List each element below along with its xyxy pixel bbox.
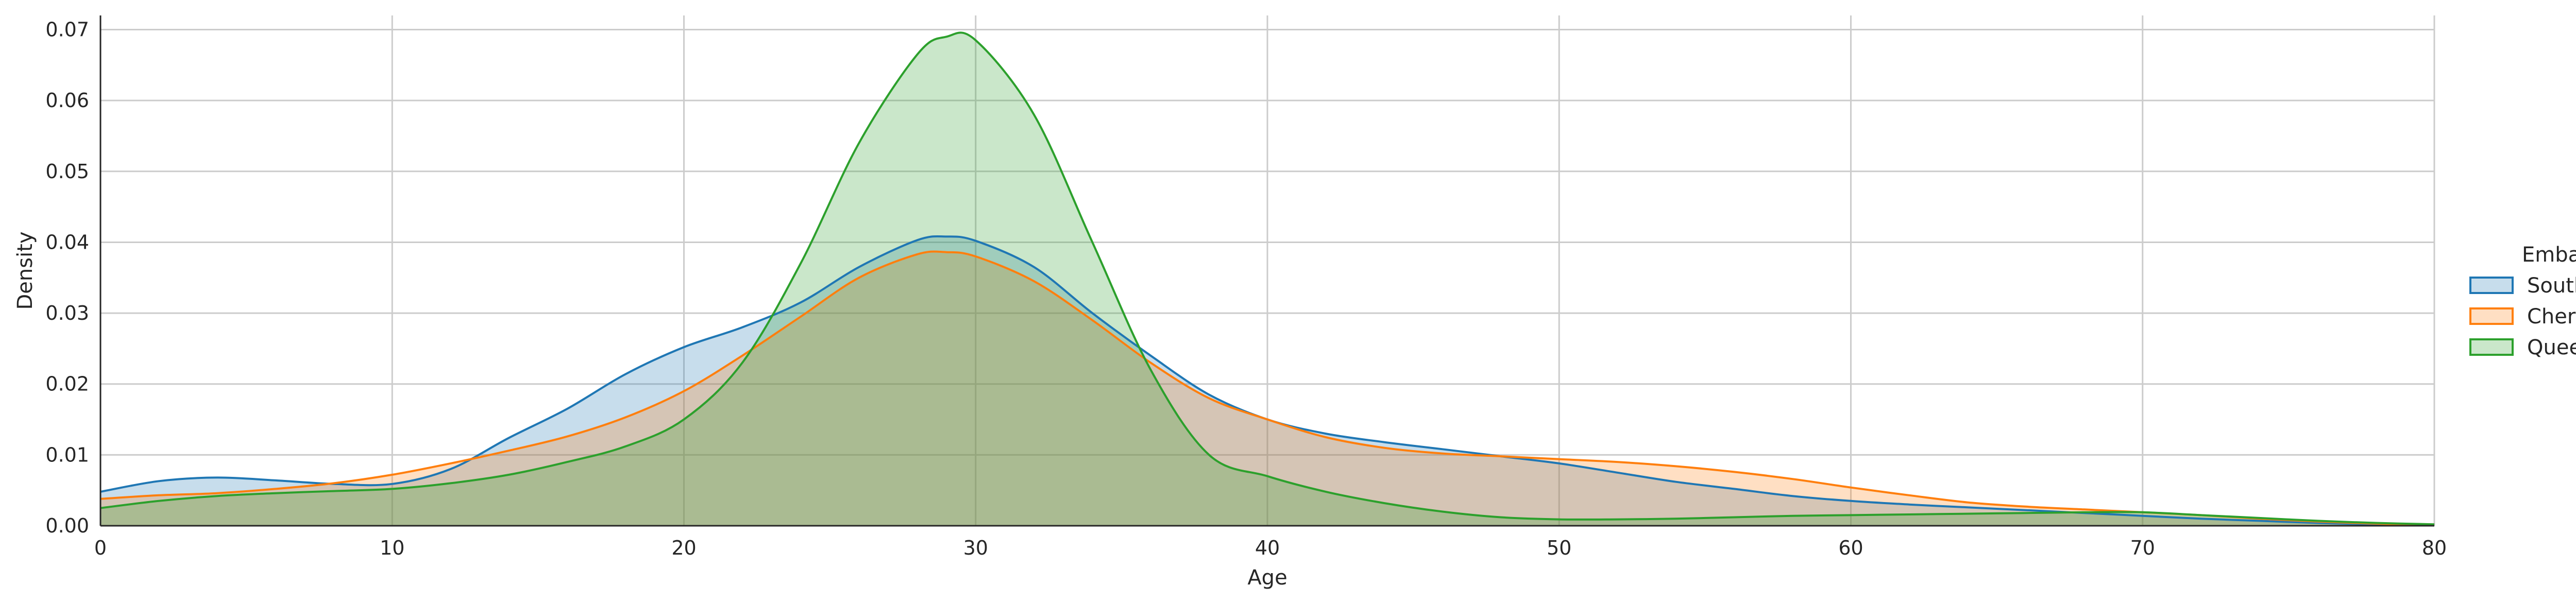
y-tick-label: 0.02 [45,373,89,395]
area-cherbourg [100,251,2434,526]
y-tick-label: 0.06 [45,89,89,112]
y-tick-label: 0.03 [45,302,89,324]
x-tick-label: 70 [2130,537,2155,559]
line-queenstown [100,31,2435,526]
density-lines [100,31,2435,526]
legend-label-southhampton: Southhampton [2527,274,2576,298]
x-tick-label: 20 [671,537,696,559]
y-tick-label: 0.07 [45,19,89,41]
y-tick-labels: 0.00 0.01 0.02 0.03 0.04 0.05 0.06 0.07 [45,19,89,537]
legend-title: Embarked [2522,243,2576,267]
legend-label-cherbourg: Cherbourg [2527,305,2576,329]
x-tick-label: 10 [380,537,404,559]
line-cherbourg [100,250,2435,526]
legend-swatch-cherbourg [2469,307,2514,325]
x-tick-label: 50 [1547,537,1571,559]
x-tick-label: 0 [94,537,107,559]
area-southhampton [100,236,2434,526]
line-southhampton [100,235,2435,526]
x-tick-label: 40 [1255,537,1280,559]
legend-label-queenstown: Queenstown [2527,336,2576,359]
legend-swatch-queenstown [2469,338,2514,356]
axis-spines [99,15,2434,527]
y-tick-label: 0.04 [45,231,89,253]
legend-swatch-southhampton [2469,277,2514,294]
x-axis-label: Age [1247,566,1287,590]
x-tick-label: 80 [2422,537,2447,559]
y-tick-label: 0.00 [45,514,89,537]
legend: Embarked Southhampton Cherbourg Queenstown [2469,243,2576,359]
y-tick-label: 0.05 [45,160,89,183]
x-tick-label: 30 [963,537,988,559]
x-tick-labels: 0 10 20 30 40 50 60 70 80 [94,537,2447,559]
y-axis-label: Density [13,231,37,309]
density-areas [100,32,2434,526]
y-tick-label: 0.01 [45,443,89,466]
x-tick-label: 60 [1838,537,1863,559]
